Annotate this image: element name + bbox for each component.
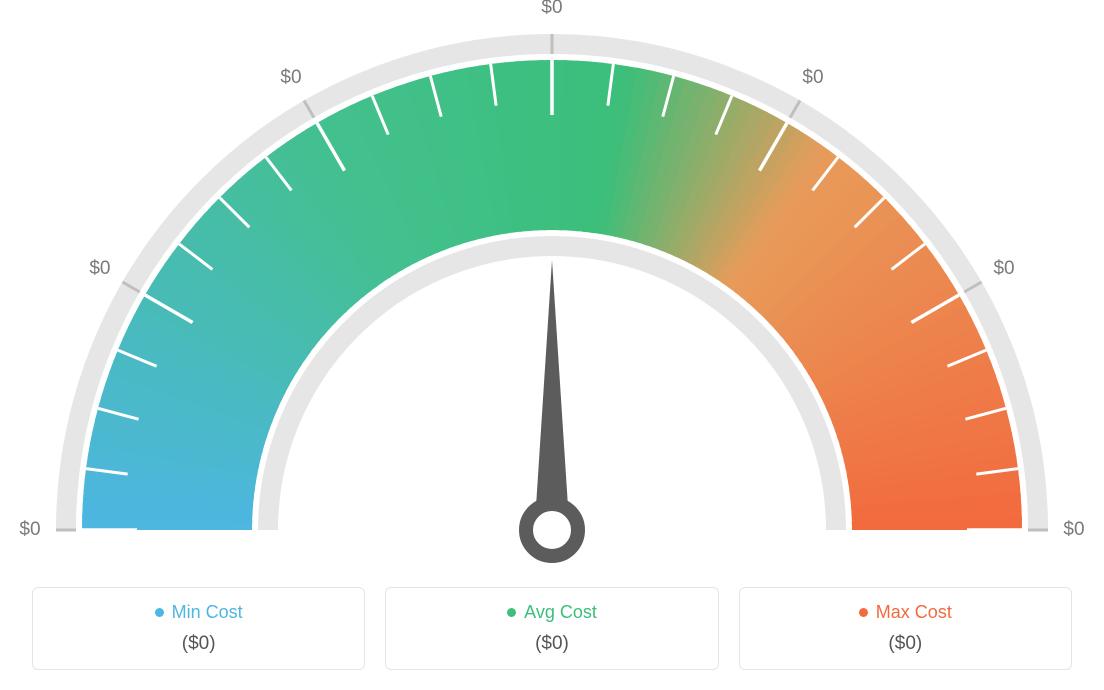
tick-label: $0 [993, 258, 1014, 280]
tick-label: $0 [19, 519, 40, 541]
legend-dot-min [155, 608, 164, 617]
tick-label: $0 [802, 67, 823, 89]
legend-dot-avg [507, 608, 516, 617]
tick-label: $0 [89, 258, 110, 280]
legend-title-max: Max Cost [876, 602, 952, 623]
legend-value-avg: ($0) [396, 633, 707, 655]
legend-row: Min Cost ($0) Avg Cost ($0) Max Cost ($0… [32, 587, 1072, 670]
tick-label: $0 [541, 0, 562, 19]
legend-title-avg: Avg Cost [524, 602, 597, 623]
gauge-needle [526, 260, 578, 556]
legend-value-min: ($0) [43, 633, 354, 655]
legend-value-max: ($0) [750, 633, 1061, 655]
gauge-chart: $0$0$0$0$0$0$0 [22, 20, 1082, 560]
tick-label: $0 [1063, 519, 1084, 541]
legend-title-min: Min Cost [172, 602, 243, 623]
gauge-svg [22, 20, 1082, 580]
legend-card-avg: Avg Cost ($0) [385, 587, 718, 670]
tick-label: $0 [280, 67, 301, 89]
legend-dot-max [859, 608, 868, 617]
legend-card-min: Min Cost ($0) [32, 587, 365, 670]
legend-card-max: Max Cost ($0) [739, 587, 1072, 670]
